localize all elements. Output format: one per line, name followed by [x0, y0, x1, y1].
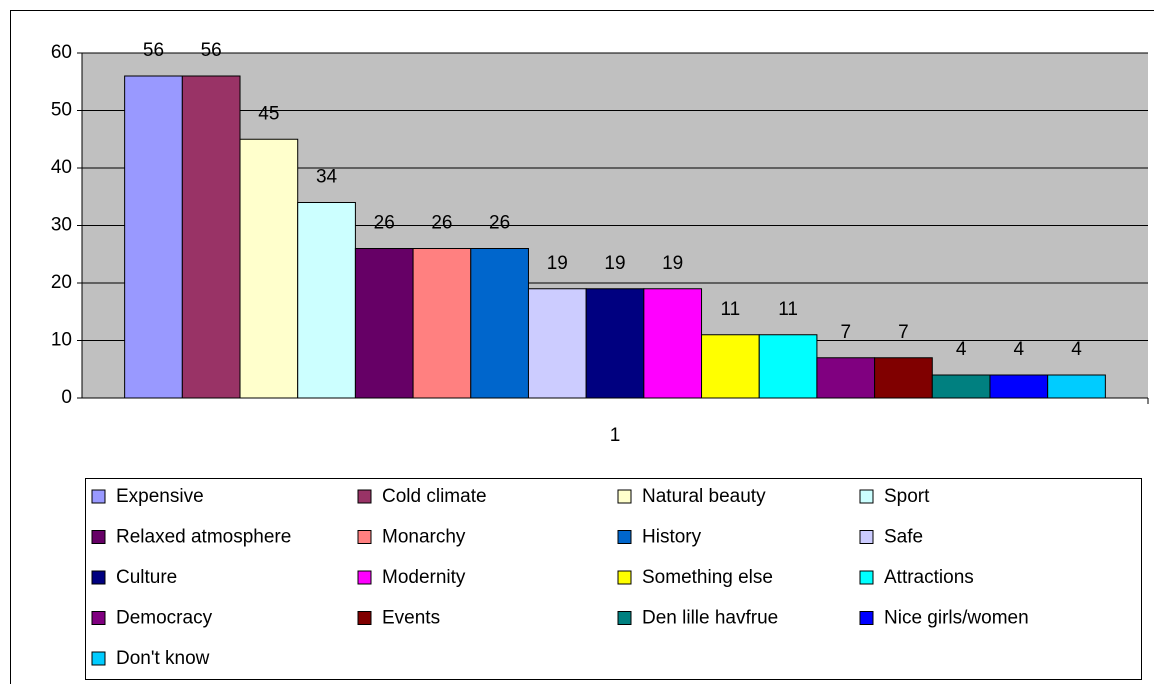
- bar: [470, 248, 529, 399]
- bar: [527, 288, 587, 399]
- value-label: 19: [547, 253, 568, 274]
- bar: [239, 138, 299, 399]
- legend-swatch: [357, 611, 372, 625]
- value-label: 7: [840, 322, 851, 343]
- bar: [701, 334, 760, 399]
- value-label: 45: [258, 103, 279, 124]
- legend-label: Expensive: [116, 486, 204, 507]
- y-tick-label: 50: [51, 100, 72, 121]
- value-label: 26: [489, 213, 510, 234]
- legend-swatch: [91, 611, 106, 625]
- legend-swatch: [91, 489, 106, 504]
- y-tick-label: 40: [51, 157, 72, 178]
- value-label: 4: [1071, 339, 1082, 360]
- legend: [85, 478, 1142, 680]
- bar: [124, 75, 183, 399]
- legend-label: Don't know: [116, 648, 210, 669]
- bar: [874, 357, 933, 399]
- legend-swatch: [859, 530, 874, 544]
- value-label: 34: [316, 167, 338, 188]
- legend-label: Relaxed atmosphere: [116, 527, 291, 548]
- value-label: 19: [662, 253, 683, 274]
- legend-swatch: [91, 651, 106, 666]
- legend-swatch: [91, 570, 106, 585]
- legend-label: History: [642, 527, 702, 548]
- bar: [758, 334, 818, 399]
- legend-label: Natural beauty: [642, 486, 766, 507]
- value-label: 4: [956, 339, 967, 360]
- bar: [1047, 374, 1106, 399]
- bar: [585, 288, 645, 399]
- legend-swatch: [617, 611, 632, 625]
- legend-label: Events: [382, 608, 440, 629]
- bar: [816, 357, 876, 399]
- legend-swatch: [859, 489, 874, 504]
- legend-swatch: [357, 570, 372, 585]
- legend-label: Culture: [116, 567, 177, 588]
- bar: [181, 75, 241, 399]
- value-label: 19: [604, 253, 625, 274]
- legend-label: Safe: [884, 527, 923, 548]
- value-label: 26: [374, 213, 395, 234]
- y-tick-label: 10: [51, 330, 72, 351]
- legend-label: Den lille havfrue: [642, 608, 778, 629]
- legend-swatch: [357, 489, 372, 504]
- legend-swatch: [617, 489, 632, 504]
- value-label: 11: [721, 299, 741, 320]
- value-label: 7: [898, 322, 909, 343]
- legend-label: Modernity: [382, 567, 466, 588]
- bar: [354, 248, 414, 399]
- legend-swatch: [357, 530, 372, 544]
- legend-swatch: [617, 570, 632, 585]
- bar: [643, 288, 703, 399]
- legend-swatch: [859, 611, 874, 625]
- legend-label: Cold climate: [382, 486, 487, 507]
- y-tick-label: 0: [61, 387, 72, 408]
- value-label: 26: [431, 213, 452, 234]
- legend-label: Sport: [884, 486, 930, 507]
- bar: [989, 374, 1049, 399]
- legend-label: Democracy: [116, 608, 213, 629]
- legend-swatch: [617, 530, 632, 544]
- bar: [297, 202, 356, 399]
- y-tick-label: 60: [51, 42, 72, 63]
- y-tick-label: 30: [51, 215, 72, 236]
- bar: [412, 248, 472, 399]
- y-tick-label: 20: [51, 272, 72, 293]
- value-label: 56: [143, 40, 164, 61]
- legend-label: Nice girls/women: [884, 608, 1029, 629]
- legend-swatch: [91, 530, 106, 544]
- value-label: 4: [1014, 339, 1025, 360]
- legend-swatch: [859, 570, 874, 585]
- legend-label: Something else: [642, 567, 773, 588]
- x-tick-label: 1: [610, 425, 621, 446]
- value-label: 56: [201, 40, 222, 61]
- value-label: 11: [778, 299, 798, 320]
- legend-label: Monarchy: [382, 527, 466, 548]
- bar: [931, 374, 991, 399]
- legend-label: Attractions: [884, 567, 974, 588]
